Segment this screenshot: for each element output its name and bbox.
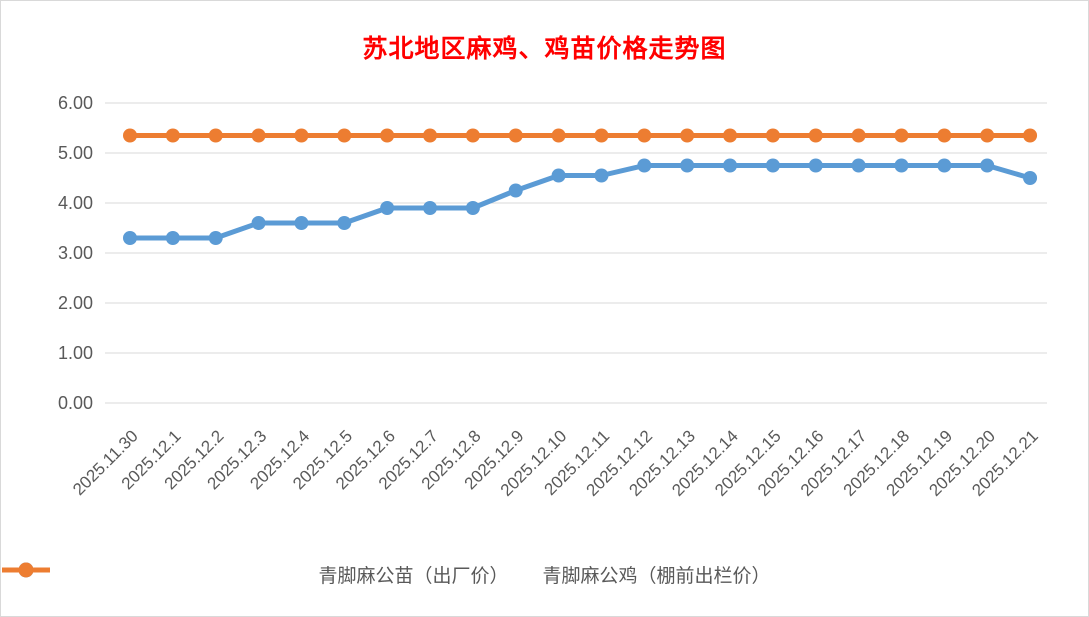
series-point-chicken — [380, 128, 395, 143]
legend-item-chicken-price: 青脚麻公鸡（棚前出栏价） — [2, 561, 771, 588]
series-point-chick — [337, 216, 352, 230]
series-point-chicken — [251, 128, 266, 143]
series-point-chicken — [851, 128, 866, 143]
series-point-chick — [851, 158, 866, 173]
series-point-chicken — [680, 128, 695, 143]
series-point-chick — [980, 158, 995, 173]
series-line-chick — [130, 163, 1031, 241]
y-axis-tick-label: 2.00 — [58, 293, 93, 313]
series-point-chicken — [508, 128, 523, 143]
series-point-chick — [294, 216, 309, 230]
y-axis-tick-label: 6.00 — [58, 93, 93, 113]
series-point-chicken — [980, 128, 995, 143]
y-axis-tick-label: 4.00 — [58, 193, 93, 213]
series-point-chick — [123, 231, 137, 245]
series-point-chicken — [123, 128, 137, 143]
y-axis-tick-label: 3.00 — [58, 243, 93, 263]
legend-label-chicken-price: 青脚麻公鸡（棚前出栏价） — [542, 566, 771, 587]
series-point-chick — [251, 216, 266, 230]
series-point-chicken — [294, 128, 309, 143]
series-point-chicken — [808, 128, 823, 143]
y-axis-tick-label: 0.00 — [58, 393, 93, 413]
series-point-chicken — [1023, 128, 1038, 143]
y-axis-tick-label: 1.00 — [58, 343, 93, 363]
series-point-chicken — [594, 128, 609, 143]
series-point-chick — [808, 158, 823, 173]
series-point-chick — [551, 168, 566, 183]
legend-item-chick-price: 青脚麻公苗（出厂价） — [2, 561, 509, 588]
series-point-chick — [594, 168, 609, 183]
series-point-chick — [508, 183, 523, 198]
series-point-chick — [208, 231, 223, 245]
series-point-chick — [465, 201, 480, 215]
series-point-chicken — [337, 128, 352, 143]
series-point-chicken — [208, 128, 223, 143]
series-point-chicken — [423, 128, 438, 143]
series-point-chicken — [465, 128, 480, 143]
series-point-chick — [637, 158, 652, 173]
series-point-chick — [723, 158, 738, 173]
series-point-chicken — [937, 128, 952, 143]
series-point-chicken — [765, 128, 780, 143]
chart-legend: 青脚麻公苗（出厂价） 青脚麻公鸡（棚前出栏价） — [1, 561, 1088, 588]
series-point-chick — [765, 158, 780, 173]
chart-title: 苏北地区麻鸡、鸡苗价格走势图 — [362, 36, 727, 63]
series-point-chick — [680, 158, 695, 173]
series-point-chick — [894, 158, 909, 173]
series-point-chick — [380, 201, 395, 215]
series-point-chicken — [637, 128, 652, 143]
series-point-chick — [423, 201, 438, 215]
series-point-chicken — [723, 128, 738, 143]
legend-label-chick-price: 青脚麻公苗（出厂价） — [318, 566, 509, 587]
series-point-chicken — [165, 128, 180, 143]
series-point-chick — [1023, 171, 1038, 185]
series-point-chicken — [551, 128, 566, 143]
series-point-chick — [165, 231, 180, 245]
series-point-chick — [937, 158, 952, 173]
y-axis-tick-label: 5.00 — [58, 143, 93, 163]
legend-marker-orange-line-icon — [2, 562, 50, 578]
series-point-chicken — [894, 128, 909, 143]
